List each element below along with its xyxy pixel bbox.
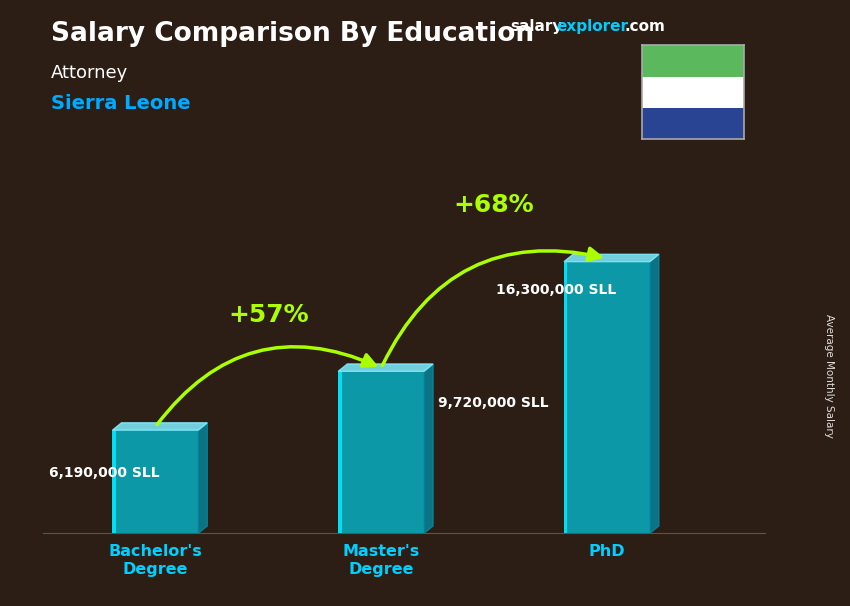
Polygon shape [564, 255, 659, 262]
Polygon shape [198, 423, 207, 533]
Text: Sierra Leone: Sierra Leone [51, 94, 190, 113]
Text: Attorney: Attorney [51, 64, 128, 82]
Bar [338, 371, 342, 533]
Polygon shape [338, 364, 434, 371]
Bar [642, 77, 744, 108]
Bar [564, 262, 568, 533]
Polygon shape [112, 423, 207, 430]
Text: 9,720,000 SLL: 9,720,000 SLL [438, 396, 548, 410]
Polygon shape [650, 255, 659, 533]
Text: .com: .com [625, 19, 666, 35]
Text: +68%: +68% [454, 193, 535, 217]
Text: salary: salary [510, 19, 563, 35]
Text: explorer: explorer [557, 19, 629, 35]
Bar [564, 262, 650, 533]
Bar [112, 430, 116, 533]
Text: 16,300,000 SLL: 16,300,000 SLL [496, 283, 616, 297]
Bar [338, 371, 424, 533]
Text: 6,190,000 SLL: 6,190,000 SLL [49, 465, 160, 479]
Bar [642, 108, 744, 139]
Bar [112, 430, 198, 533]
Text: +57%: +57% [228, 302, 309, 327]
Bar [642, 45, 744, 77]
Polygon shape [424, 364, 434, 533]
Text: Average Monthly Salary: Average Monthly Salary [824, 314, 834, 438]
Text: Salary Comparison By Education: Salary Comparison By Education [51, 21, 534, 47]
